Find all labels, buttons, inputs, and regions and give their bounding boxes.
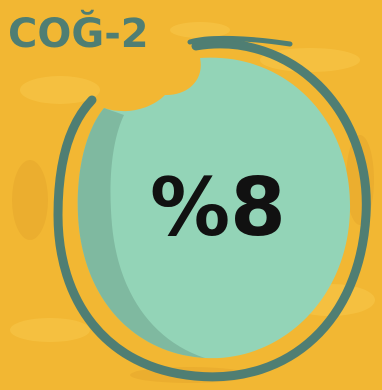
circle-outline [53,39,371,382]
circle-fill [77,57,351,359]
label-underline [187,35,293,47]
circle-shadow [77,108,205,358]
percentage-value: %8 [150,161,286,254]
badge-label: COĞ-2 [8,11,149,57]
